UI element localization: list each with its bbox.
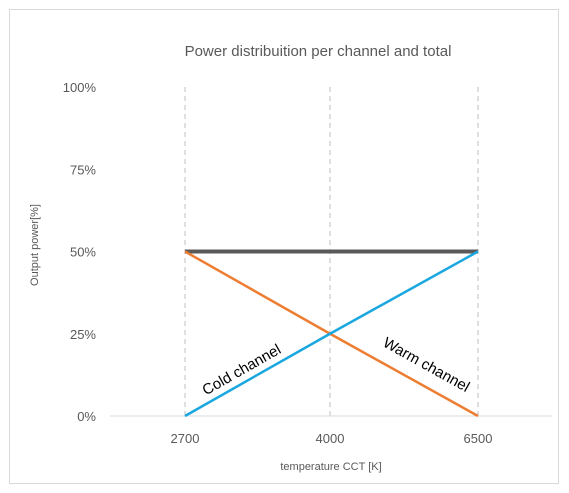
- y-tick-label: 25%: [70, 327, 96, 342]
- y-axis-title: Output power[%]: [29, 204, 41, 286]
- x-tick-label: 2700: [171, 431, 200, 446]
- y-tick-label: 0%: [77, 409, 96, 424]
- axis-layer: 0% 25% 50% 75% 100% 2700 4000 6500: [63, 80, 552, 446]
- series-layer: [184, 249, 479, 418]
- series-line-cold-channel: [184, 250, 479, 418]
- y-tick-label: 50%: [70, 245, 96, 260]
- y-tick-label: 75%: [70, 162, 96, 177]
- chart-title: Power distribuition per channel and tota…: [185, 43, 452, 60]
- chart-frame: [9, 9, 559, 484]
- y-tick-label: 100%: [63, 80, 97, 95]
- x-tick-label: 6500: [464, 431, 493, 446]
- x-tick-label: 4000: [316, 431, 345, 446]
- annotation-cold-channel: Cold channel: [200, 341, 285, 399]
- x-axis-title: temperature CCT [K]: [280, 461, 381, 473]
